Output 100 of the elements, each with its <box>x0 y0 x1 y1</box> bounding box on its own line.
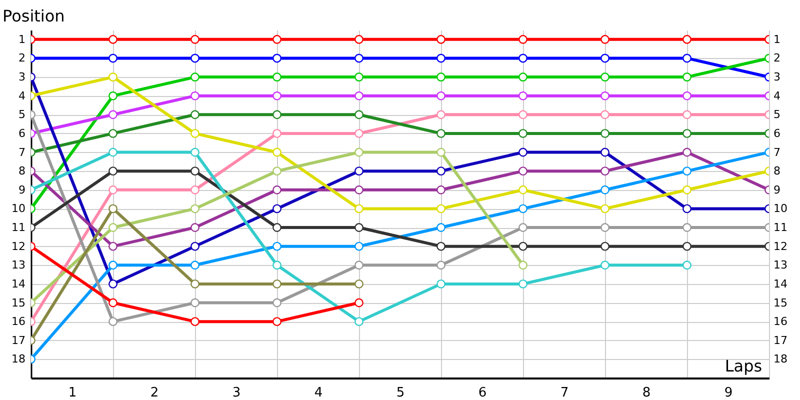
point <box>272 54 282 63</box>
point <box>108 223 118 232</box>
point <box>600 148 610 157</box>
point <box>190 317 200 326</box>
point <box>190 128 200 138</box>
y2-tick-label: 7 <box>774 146 780 159</box>
x-tick-label: 5 <box>396 386 405 400</box>
x-tick-label: 9 <box>724 386 733 400</box>
point <box>108 260 118 270</box>
point <box>190 72 200 82</box>
point <box>108 128 118 138</box>
point <box>682 148 692 157</box>
y-tick-label: 15 <box>12 296 26 310</box>
point <box>190 166 200 176</box>
y-tick-label: 2 <box>18 52 26 65</box>
y2-tick-label: 15 <box>774 296 788 310</box>
point <box>436 91 446 100</box>
point <box>108 91 118 100</box>
point <box>518 223 528 232</box>
point <box>108 148 118 157</box>
y2-tick-label: 1 <box>774 32 780 46</box>
x-tick-label: 6 <box>478 386 487 400</box>
y-tick-label: 10 <box>12 202 26 216</box>
y-tick-label: 9 <box>18 183 26 196</box>
y2-tick-label: 12 <box>774 240 788 253</box>
point <box>518 148 528 157</box>
x-tick-label: 8 <box>642 386 651 400</box>
x-tick-label: 1 <box>68 386 77 400</box>
y-tick-label: 7 <box>18 146 26 159</box>
point <box>190 204 200 214</box>
y2-tick-label: 3 <box>774 70 780 84</box>
point <box>272 204 282 214</box>
y-tick-label: 12 <box>12 240 26 253</box>
point <box>190 260 200 270</box>
point <box>518 110 528 120</box>
point <box>436 279 446 288</box>
y-tick-label: 17 <box>12 334 26 347</box>
point <box>518 34 528 44</box>
point <box>108 298 118 308</box>
x-tick-label: 4 <box>314 386 323 400</box>
y-tick-label: 6 <box>18 126 26 140</box>
y-axis-title: Position <box>2 6 65 26</box>
point <box>518 279 528 288</box>
y2-tick-label: 5 <box>774 108 780 122</box>
point <box>272 242 282 251</box>
point <box>190 54 200 63</box>
point <box>272 34 282 44</box>
point <box>354 298 364 308</box>
y2-tick-label: 9 <box>774 183 780 196</box>
y2-tick-label: 10 <box>774 202 788 216</box>
point <box>682 242 692 251</box>
y-tick-label: 13 <box>12 258 26 272</box>
x-axis-title: Laps <box>724 356 762 376</box>
point <box>682 72 692 82</box>
point <box>272 317 282 326</box>
point <box>354 166 364 176</box>
y2-tick-label: 6 <box>774 126 780 140</box>
y-tick-label: 18 <box>12 352 26 366</box>
point <box>354 148 364 157</box>
y-tick-label: 14 <box>12 277 26 290</box>
point <box>354 260 364 270</box>
point <box>108 279 118 288</box>
point <box>600 72 610 82</box>
point <box>108 204 118 214</box>
point <box>600 34 610 44</box>
x-tick-label: 7 <box>560 386 569 400</box>
point <box>108 317 118 326</box>
point <box>600 204 610 214</box>
point <box>436 204 446 214</box>
y2-tick-label: 14 <box>774 277 788 290</box>
point <box>682 204 692 214</box>
point <box>354 128 364 138</box>
y2-tick-label: 18 <box>774 352 788 366</box>
point <box>518 166 528 176</box>
point <box>682 166 692 176</box>
point <box>190 185 200 194</box>
point <box>272 298 282 308</box>
point <box>272 148 282 157</box>
y-tick-label: 4 <box>18 89 26 102</box>
point <box>108 110 118 120</box>
point <box>682 260 692 270</box>
point <box>600 54 610 63</box>
point <box>190 279 200 288</box>
point <box>108 72 118 82</box>
point <box>190 223 200 232</box>
point <box>682 185 692 194</box>
y-tick-label: 1 <box>18 32 26 46</box>
point <box>354 110 364 120</box>
point <box>354 223 364 232</box>
point <box>436 128 446 138</box>
x-tick-label: 3 <box>232 386 241 400</box>
point <box>108 54 118 63</box>
point <box>354 34 364 44</box>
point <box>600 110 610 120</box>
y2-tick-label: 11 <box>774 221 788 234</box>
point <box>600 242 610 251</box>
point <box>190 34 200 44</box>
point <box>190 298 200 308</box>
x-tick-label: 2 <box>150 386 159 400</box>
y-tick-label: 8 <box>18 164 26 178</box>
